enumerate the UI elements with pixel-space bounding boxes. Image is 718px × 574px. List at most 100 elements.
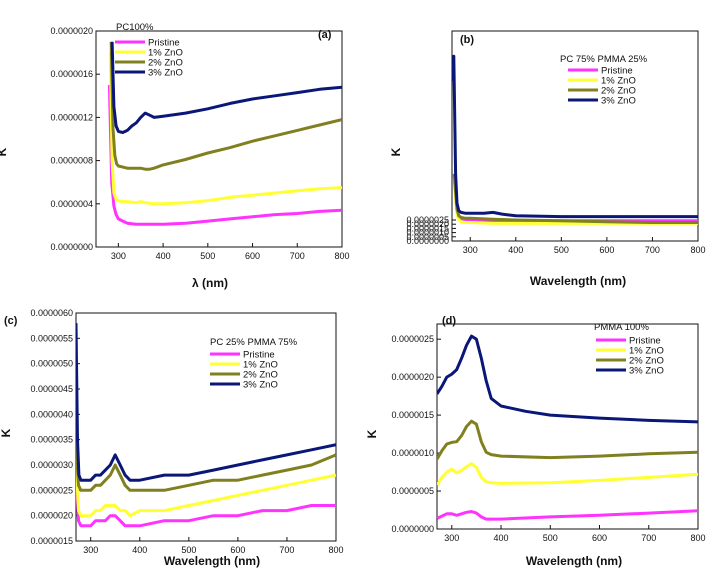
y-axis-label: K	[365, 429, 379, 438]
x-tick-label: 300	[83, 545, 98, 555]
plot-frame	[451, 30, 699, 242]
x-tick-label: 400	[132, 545, 147, 555]
x-tick-label: 400	[494, 533, 509, 543]
y-tick-label: 0.0000000	[50, 242, 93, 252]
series-line-2-zno	[76, 414, 336, 492]
plot-frame	[95, 30, 343, 248]
plot-frame	[436, 323, 699, 530]
legend-label: 3% ZnO	[601, 96, 636, 107]
panel-title: PC 25% PMMA 75%	[210, 337, 298, 348]
legend-label: Pristine	[148, 38, 180, 49]
y-tick-label: 0.0000010	[391, 448, 434, 458]
legend-label: Pristine	[601, 66, 633, 77]
panel-title: PMMA 100%	[594, 322, 649, 333]
y-tick-label: 0.0000020	[406, 219, 449, 229]
x-axis-label: Wavelength (nm)	[530, 274, 626, 288]
x-tick-label: 600	[245, 251, 260, 261]
y-tick-label: 0.0000005	[391, 486, 434, 496]
y-axis-label: K	[0, 147, 9, 156]
y-tick-label: 0.0000020	[50, 26, 93, 36]
panel-label: (c)	[4, 315, 18, 327]
x-tick-label: 700	[279, 545, 294, 555]
panel-title: PC100%	[116, 22, 154, 33]
legend-label: 2% ZnO	[148, 58, 183, 69]
x-tick-label: 700	[641, 533, 656, 543]
x-tick-label: 600	[599, 245, 614, 255]
y-tick-label: 0.0000055	[30, 333, 73, 343]
series-line-pristine	[76, 439, 336, 528]
panel-label: (d)	[442, 315, 456, 327]
x-tick-label: 800	[334, 251, 349, 261]
x-tick-label: 400	[156, 251, 171, 261]
legend-label: Pristine	[629, 336, 661, 347]
panel-label: (a)	[318, 29, 332, 41]
x-tick-label: 800	[690, 245, 705, 255]
legend-label: 2% ZnO	[601, 86, 636, 97]
y-tick-label: 0.0000015	[406, 223, 449, 233]
y-tick-label: 0.0000035	[30, 435, 73, 445]
panel-d: (d) PMMA 100% K Wavelength (nm) 300 400 50…	[365, 315, 706, 568]
x-tick-label: 800	[328, 545, 343, 555]
x-tick-label: 800	[690, 533, 705, 543]
legend-label: Pristine	[243, 350, 275, 361]
x-tick-label: 500	[200, 251, 215, 261]
panel-label: (b)	[460, 34, 474, 46]
panel-a: (a) PC100% K λ (nm) 300 400 500 600 700 800 0.…	[0, 22, 350, 290]
y-tick-label: 0.0000012	[50, 112, 93, 122]
y-tick-label: 0.0000050	[30, 359, 73, 369]
series-line-3-zno	[110, 41, 342, 134]
x-tick-label: 300	[463, 245, 478, 255]
x-tick-label: 500	[543, 533, 558, 543]
y-tick-label: 0.0000060	[30, 308, 73, 318]
legend-label: 1% ZnO	[601, 76, 636, 87]
x-tick-label: 300	[111, 251, 126, 261]
legend-label: 1% ZnO	[148, 48, 183, 59]
y-tick-label: 0.0000015	[30, 536, 73, 546]
x-tick-label: 300	[444, 533, 459, 543]
x-tick-label: 400	[508, 245, 523, 255]
y-tick-label: 0.0000045	[30, 384, 73, 394]
x-axis-label: Wavelength (nm)	[526, 554, 622, 568]
y-tick-label: 0.0000025	[406, 215, 449, 225]
y-tick-label: 0.0000010	[406, 228, 449, 238]
y-tick-label: 0.0000005	[406, 232, 449, 242]
series-line-3-zno	[452, 54, 698, 219]
y-tick-label: 0.0000004	[50, 199, 93, 209]
x-tick-label: 700	[290, 251, 305, 261]
y-axis-label: K	[389, 147, 403, 156]
y-tick-label: 0.0000040	[30, 409, 73, 419]
legend-label: 2% ZnO	[243, 370, 278, 381]
x-tick-label: 600	[230, 545, 245, 555]
legend-label: 3% ZnO	[243, 380, 278, 391]
x-tick-label: 600	[592, 533, 607, 543]
legend-label: 1% ZnO	[629, 346, 664, 357]
y-tick-label: 0.0000015	[391, 410, 434, 420]
y-tick-label: 0.0000008	[50, 156, 93, 166]
legend-label: 1% ZnO	[243, 360, 278, 371]
panel-c: (c) PC 25% PMMA 75% K Wavelength (nm) 30…	[0, 308, 344, 568]
y-tick-label: 0.0000020	[30, 511, 73, 521]
legend-label: 3% ZnO	[148, 68, 183, 79]
series-line-pristine	[107, 84, 342, 226]
series-line-2-zno	[437, 419, 698, 460]
x-tick-label: 500	[181, 545, 196, 555]
panel-title: PC 75% PMMA 25%	[560, 54, 648, 65]
series-line-1-zno	[76, 429, 336, 518]
y-tick-label: 0.0000000	[391, 524, 434, 534]
y-tick-label: 0.0000020	[391, 372, 434, 382]
x-axis-label: λ (nm)	[192, 276, 228, 290]
x-axis-label: Wavelength (nm)	[164, 554, 260, 568]
series-line-3-zno	[437, 334, 698, 424]
y-tick-label: 0.0000000	[406, 236, 449, 246]
y-tick-label: 0.0000025	[30, 485, 73, 495]
legend-label: 2% ZnO	[629, 356, 664, 367]
y-axis-label: K	[0, 428, 13, 437]
legend-label: 3% ZnO	[629, 366, 664, 377]
y-tick-label: 0.0000025	[391, 334, 434, 344]
x-tick-label: 700	[645, 245, 660, 255]
x-tick-label: 500	[554, 245, 569, 255]
series-line-1-zno	[437, 462, 698, 486]
series-line-pristine	[437, 509, 698, 521]
